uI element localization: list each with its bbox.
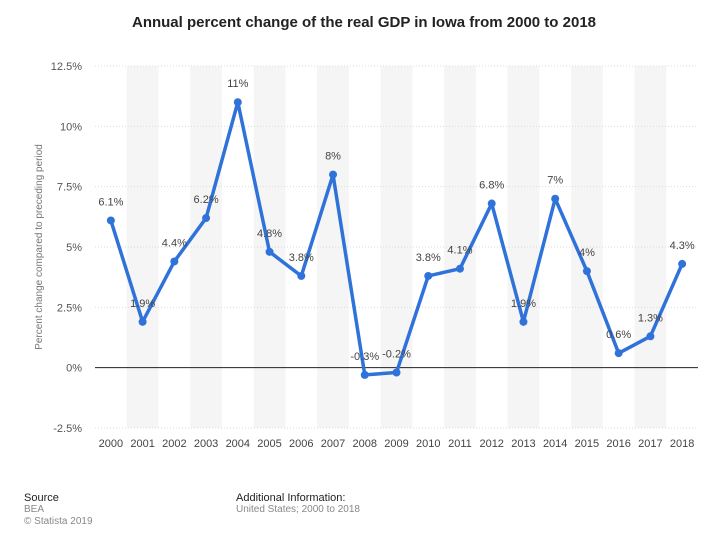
data-point xyxy=(487,199,496,208)
y-tick-label: 2.5% xyxy=(57,302,82,314)
data-label: 8% xyxy=(325,151,341,163)
copyright: © Statista 2019 xyxy=(24,516,93,527)
data-point xyxy=(360,370,369,379)
x-tick-label: 2013 xyxy=(511,438,535,450)
y-tick-label: 7.5% xyxy=(57,182,82,194)
additional-info-text: United States; 2000 to 2018 xyxy=(236,504,360,515)
data-label: -0.3% xyxy=(350,351,379,363)
x-tick-label: 2005 xyxy=(257,438,281,450)
data-label: 4.4% xyxy=(162,237,187,249)
data-point xyxy=(424,271,433,280)
data-point xyxy=(329,170,338,179)
data-point xyxy=(582,267,591,276)
data-point xyxy=(265,247,274,256)
y-tick-label: 0% xyxy=(66,363,82,375)
data-label: 7% xyxy=(547,175,563,187)
data-point xyxy=(678,259,687,268)
data-label: 3.8% xyxy=(289,252,314,264)
data-label: 6.8% xyxy=(479,180,504,192)
data-label: -0.2% xyxy=(382,348,411,360)
data-label: 0.6% xyxy=(606,329,631,341)
data-point xyxy=(106,216,115,225)
source-heading: Source xyxy=(24,492,59,504)
data-label: 4.3% xyxy=(670,240,695,252)
x-tick-label: 2015 xyxy=(575,438,599,450)
x-tick-label: 2002 xyxy=(162,438,186,450)
x-tick-label: 2007 xyxy=(321,438,345,450)
data-point xyxy=(551,194,560,203)
data-point xyxy=(614,349,623,358)
source-block: Source BEA © Statista 2019 xyxy=(24,492,93,528)
data-label: 1.3% xyxy=(638,312,663,324)
x-tick-label: 2006 xyxy=(289,438,313,450)
data-label: 6.2% xyxy=(194,194,219,206)
data-label: 6.1% xyxy=(98,196,123,208)
data-point xyxy=(646,332,655,341)
y-tick-label: 5% xyxy=(66,242,82,254)
x-tick-label: 2017 xyxy=(638,438,662,450)
y-tick-label: 12.5% xyxy=(51,61,82,73)
data-label: 4% xyxy=(579,247,595,259)
data-label: 1.9% xyxy=(130,298,155,310)
x-tick-label: 2014 xyxy=(543,438,567,450)
data-label: 1.9% xyxy=(511,298,536,310)
data-label: 4.8% xyxy=(257,228,282,240)
x-tick-label: 2000 xyxy=(99,438,123,450)
source-name: BEA xyxy=(24,504,45,515)
x-tick-label: 2011 xyxy=(448,438,472,450)
line-chart: -2.5% 0% 2.5% 5% 7.5% 10% 12.5% Percent change … xyxy=(34,61,698,450)
data-point xyxy=(202,214,211,223)
data-point xyxy=(392,368,401,377)
data-label: 11% xyxy=(227,78,248,90)
additional-info-heading: Additional Information: xyxy=(236,492,346,504)
data-point xyxy=(138,317,147,326)
data-point xyxy=(170,257,179,266)
x-tick-label: 2018 xyxy=(670,438,694,450)
additional-info-block: Additional Information: United States; 2… xyxy=(236,492,360,516)
data-label: 3.8% xyxy=(416,252,441,264)
x-tick-label: 2003 xyxy=(194,438,218,450)
data-label: 4.1% xyxy=(447,245,472,257)
y-tick-label: -2.5% xyxy=(53,423,82,435)
data-point xyxy=(455,264,464,273)
x-tick-label: 2001 xyxy=(130,438,154,450)
y-axis-label: Percent change compared to preceding per… xyxy=(34,144,45,350)
data-point xyxy=(297,271,306,280)
data-point xyxy=(233,98,242,107)
y-tick-label: 10% xyxy=(60,121,82,133)
chart-title: Annual percent change of the real GDP in… xyxy=(131,14,597,31)
x-tick-label: 2016 xyxy=(606,438,630,450)
x-tick-label: 2004 xyxy=(226,438,250,450)
x-tick-label: 2010 xyxy=(416,438,440,450)
x-tick-label: 2009 xyxy=(384,438,408,450)
data-point xyxy=(519,317,528,326)
x-tick-label: 2012 xyxy=(479,438,503,450)
x-tick-label: 2008 xyxy=(353,438,377,450)
